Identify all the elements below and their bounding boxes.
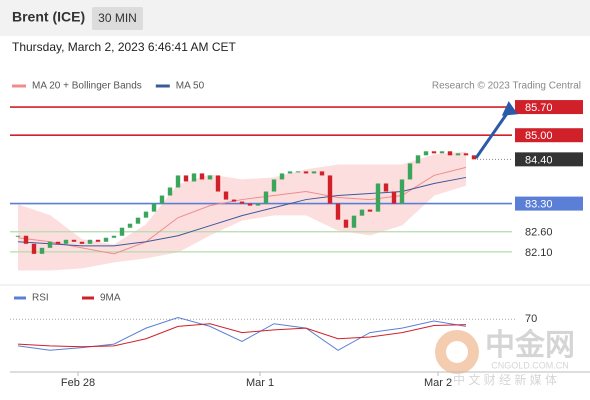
watermark-site: CNGOLD.COM.CN bbox=[491, 360, 569, 370]
candle-body bbox=[103, 237, 109, 242]
interval-label[interactable]: 30 MIN bbox=[98, 11, 137, 25]
candle-body bbox=[407, 163, 413, 180]
bollinger-band bbox=[18, 152, 466, 270]
candle-body bbox=[343, 219, 349, 228]
legend-label: MA 50 bbox=[176, 81, 205, 92]
candle-body bbox=[223, 191, 229, 200]
level-label: 83.30 bbox=[525, 198, 553, 210]
candle-body bbox=[63, 239, 69, 244]
candle-body bbox=[367, 209, 373, 212]
candle-body bbox=[167, 187, 173, 196]
candle-body bbox=[87, 239, 93, 244]
x-tick-label: Mar 2 bbox=[424, 377, 452, 389]
level-label: 85.00 bbox=[525, 130, 553, 142]
level-box bbox=[515, 128, 583, 143]
candle-body bbox=[295, 171, 301, 173]
candle-body bbox=[463, 153, 469, 156]
candle-body bbox=[127, 223, 133, 228]
candle-body bbox=[263, 191, 269, 204]
candle-body bbox=[247, 203, 253, 206]
candle-body bbox=[455, 153, 461, 156]
legend-label: RSI bbox=[32, 293, 49, 304]
header-bar bbox=[0, 0, 590, 36]
candle-body bbox=[359, 209, 365, 216]
interval-badge[interactable] bbox=[92, 7, 143, 30]
watermark-logo-inner bbox=[446, 341, 468, 363]
ma50-line bbox=[17, 176, 467, 247]
bollinger-lower bbox=[18, 184, 467, 271]
instrument-title: Brent (ICE) bbox=[12, 9, 85, 25]
candle-body bbox=[303, 171, 309, 174]
candle-body bbox=[199, 173, 205, 180]
level-label: 85.70 bbox=[525, 102, 553, 114]
candle-body bbox=[231, 199, 237, 202]
candle-body bbox=[383, 183, 389, 192]
candle-body bbox=[415, 155, 421, 164]
bollinger-upper bbox=[17, 151, 467, 246]
last-price-label: 84.40 bbox=[525, 154, 553, 166]
candle-body bbox=[335, 203, 341, 220]
candle-body bbox=[447, 151, 453, 156]
ma20-line bbox=[17, 166, 467, 255]
candle-body bbox=[215, 175, 221, 192]
candle-body bbox=[143, 211, 149, 218]
level-box bbox=[515, 196, 583, 211]
candle-body bbox=[287, 171, 293, 174]
level-label: 82.60 bbox=[525, 227, 553, 239]
candle-body bbox=[15, 235, 21, 237]
watermark: 中金网 CNGOLD.COM.CN 中 文 财 经 新 媒 体 bbox=[435, 328, 575, 387]
candle-body bbox=[351, 215, 357, 228]
candle-body bbox=[159, 195, 165, 204]
candle-body bbox=[55, 241, 61, 244]
credit: Research © 2023 Trading Central bbox=[432, 81, 581, 92]
candle-body bbox=[151, 203, 157, 212]
candle-body bbox=[95, 239, 101, 242]
candle-body bbox=[111, 235, 117, 238]
candle-body bbox=[23, 235, 29, 244]
rsi-line bbox=[17, 316, 467, 351]
candle-body bbox=[239, 201, 245, 204]
y-tick-label: 70 bbox=[525, 313, 537, 325]
candle-body bbox=[327, 175, 333, 204]
legend-label: MA 20 + Bollinger Bands bbox=[32, 81, 142, 92]
candle-body bbox=[279, 173, 285, 180]
candle-body bbox=[39, 247, 45, 254]
candle-body bbox=[183, 175, 189, 182]
candle-body bbox=[439, 151, 445, 154]
level-box bbox=[515, 100, 583, 115]
candle-body bbox=[471, 155, 477, 160]
candle-body bbox=[31, 243, 37, 254]
candle-body bbox=[191, 173, 197, 182]
rsi-line bbox=[17, 323, 467, 348]
candle-body bbox=[255, 203, 261, 206]
last-price-box bbox=[515, 152, 583, 167]
candle-body bbox=[207, 175, 213, 180]
legend-label: 9MA bbox=[100, 293, 121, 304]
x-tick-label: Mar 1 bbox=[246, 377, 274, 389]
datetime: Thursday, March 2, 2023 6:46:41 AM CET bbox=[12, 40, 237, 54]
candle-body bbox=[119, 227, 125, 236]
candle-body bbox=[135, 217, 141, 224]
watermark-logo bbox=[435, 330, 479, 374]
candle-body bbox=[423, 151, 429, 156]
candle-body bbox=[399, 179, 405, 204]
candle-body bbox=[311, 171, 317, 174]
candle-body bbox=[47, 241, 53, 248]
candle-body bbox=[319, 171, 325, 176]
candle-body bbox=[79, 241, 85, 244]
candle-body bbox=[175, 175, 181, 188]
candle-body bbox=[375, 183, 381, 212]
watermark-name: 中金网 bbox=[485, 328, 575, 362]
candle-body bbox=[391, 191, 397, 204]
forecast-arrowhead bbox=[501, 101, 518, 116]
candle-body bbox=[271, 179, 277, 192]
candle-body bbox=[71, 239, 77, 242]
x-tick-label: Feb 28 bbox=[61, 377, 95, 389]
level-label: 82.10 bbox=[525, 247, 553, 259]
candle-body bbox=[431, 151, 437, 154]
watermark-slogan: 中 文 财 经 新 媒 体 bbox=[453, 372, 557, 387]
forecast-arrow bbox=[474, 111, 510, 159]
